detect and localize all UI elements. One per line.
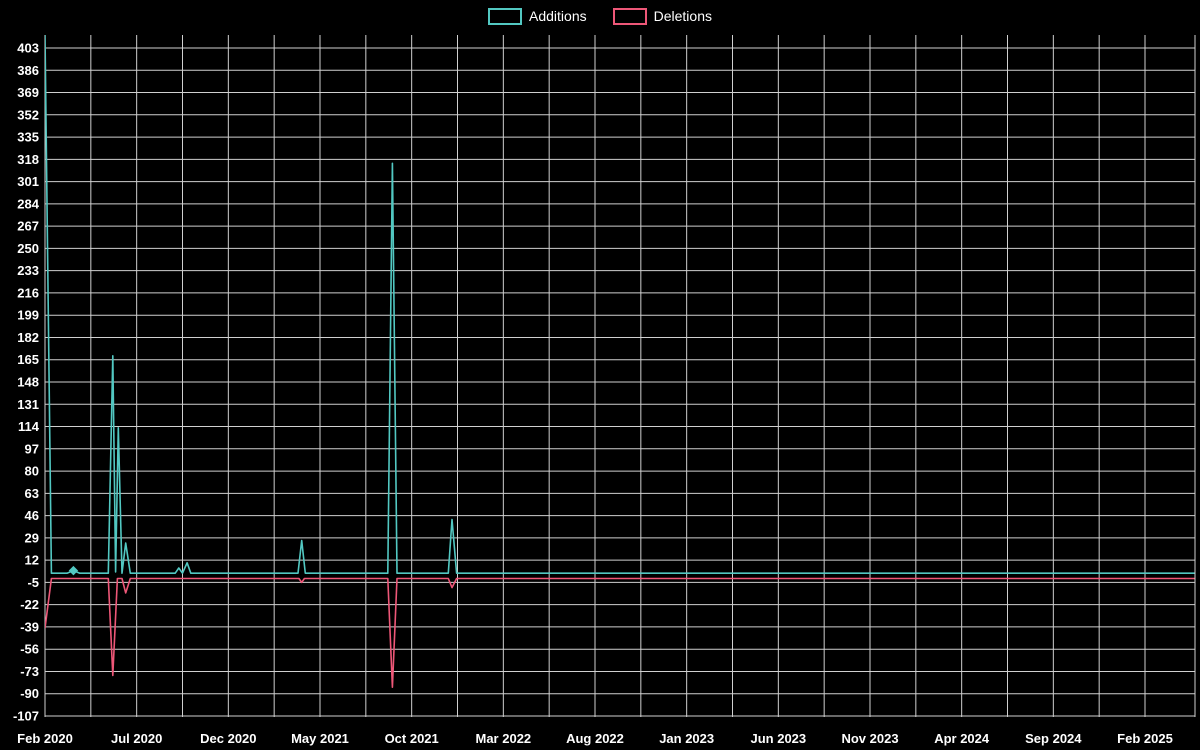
y-tick-label: -90 [20,686,39,701]
y-tick-label: -5 [27,575,39,590]
y-tick-label: 199 [17,308,39,323]
y-tick-label: -73 [20,664,39,679]
additions-marker-icon[interactable] [68,565,79,576]
y-tick-label: 233 [17,263,39,278]
y-tick-label: 63 [25,486,39,501]
x-tick-label: Jul 2020 [111,731,162,746]
y-tick-label: 335 [17,130,39,145]
legend-item-additions[interactable]: Additions [488,7,587,25]
plot-area[interactable] [45,35,1195,689]
x-tick-label: Oct 2021 [385,731,439,746]
legend-item-deletions[interactable]: Deletions [612,7,712,25]
x-tick-label: Apr 2024 [934,731,990,746]
y-tick-label: 114 [18,419,40,434]
x-tick-label: Dec 2020 [200,731,256,746]
y-tick-label: -107 [13,709,39,724]
x-tick-label: Mar 2022 [476,731,532,746]
y-tick-label: 284 [17,196,39,211]
x-tick-label: Jun 2023 [751,731,807,746]
y-tick-label: 318 [17,152,39,167]
y-tick-label: 352 [17,107,39,122]
x-tick-label: Feb 2025 [1117,731,1173,746]
y-tick-label: 386 [17,63,39,78]
x-tick-label: May 2021 [291,731,349,746]
y-tick-label: 97 [25,441,39,456]
y-tick-label: 182 [17,330,39,345]
deletions-swatch-icon [612,7,647,25]
y-tick-label: 131 [17,397,39,412]
y-tick-label: 148 [17,375,39,390]
additions-line[interactable] [45,35,1195,575]
x-tick-label: Jan 2023 [659,731,714,746]
x-tick-label: Aug 2022 [566,731,624,746]
y-tick-label: 403 [17,41,39,56]
y-tick-label: -22 [20,597,39,612]
y-tick-label: 165 [17,352,39,367]
deletions-line[interactable] [45,577,1195,689]
y-tick-label: 80 [25,464,39,479]
x-tick-label: Feb 2020 [17,731,73,746]
y-tick-label: 369 [17,85,39,100]
y-tick-label: -56 [20,642,39,657]
y-tick-label: 250 [17,241,39,256]
y-tick-label: 46 [25,508,39,523]
x-tick-label: Nov 2023 [841,731,898,746]
y-tick-label: 301 [17,174,39,189]
legend-label-deletions: Deletions [653,8,712,24]
additions-swatch-icon [488,7,523,25]
legend: Additions Deletions [0,7,1200,25]
legend-label-additions: Additions [529,8,587,24]
y-tick-label: 29 [25,530,39,545]
x-tick-label: Sep 2024 [1025,731,1082,746]
y-tick-label: 216 [17,285,39,300]
y-tick-label: -39 [20,619,39,634]
y-tick-label: 12 [25,553,39,568]
y-tick-label: 267 [17,219,39,234]
